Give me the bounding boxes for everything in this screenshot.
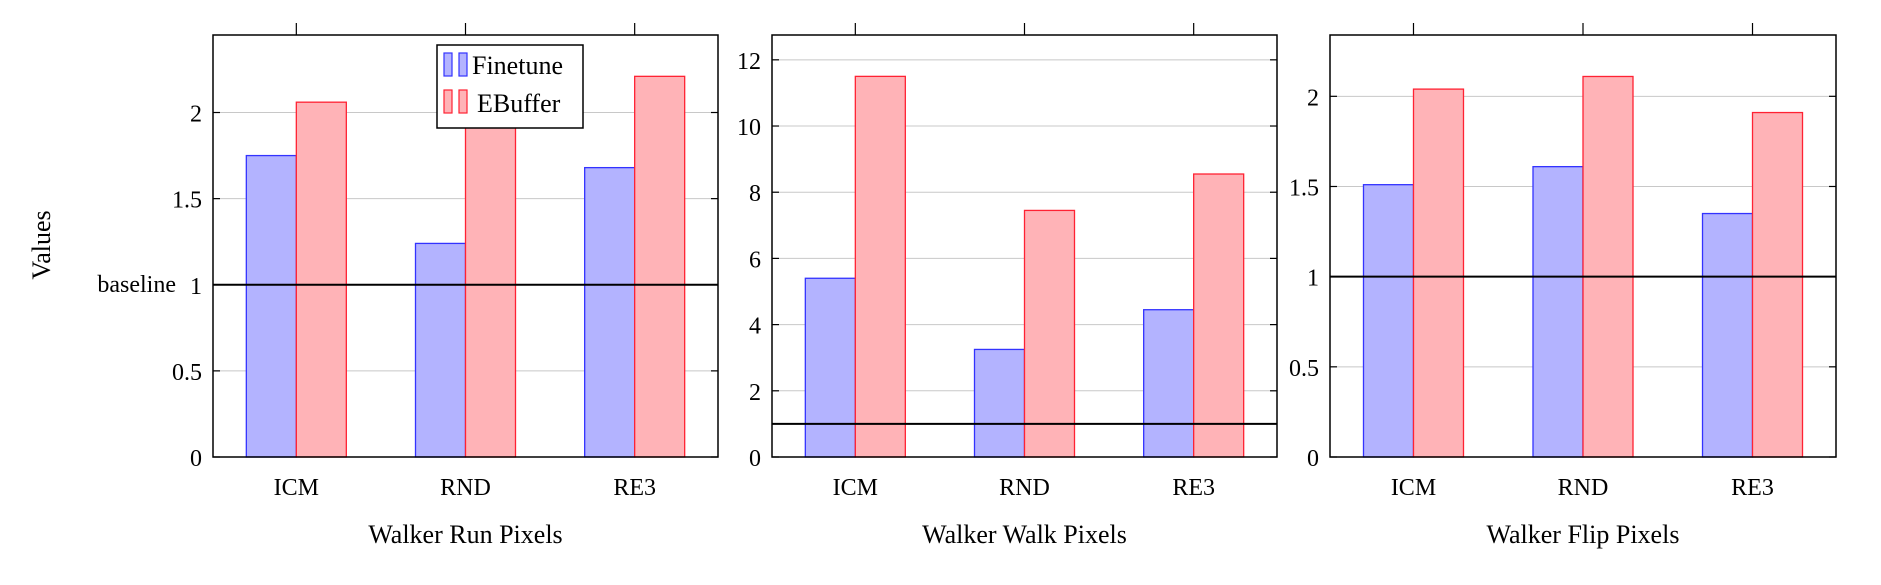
x-tick-label-icm: ICM xyxy=(833,475,878,501)
baseline-label: baseline xyxy=(97,272,176,298)
legend: Finetune EBuffer xyxy=(436,44,584,129)
chart-panels: ICM RND RE3 0 0.5 1 1.5 2 Walker Run Pixels ICM RN… xyxy=(172,23,1837,549)
x-axis-title: Walker Walk Pixels xyxy=(922,520,1127,549)
x-tick-label-rnd: RND xyxy=(999,475,1050,501)
x-tick-label-rnd: RND xyxy=(440,475,491,501)
bar-finetune-icm xyxy=(245,154,297,458)
x-axis-title: Walker Flip Pixels xyxy=(1487,520,1680,549)
y-tick-label-6: 12 xyxy=(737,49,761,75)
chart-panel-3: ICM RND RE3 0 0.5 1 1.5 2 Walker Flip Pixels xyxy=(1289,23,1837,549)
y-tick-label-4: 2 xyxy=(1307,85,1319,111)
y-axis-title: Values xyxy=(27,210,56,279)
x-tick-label-rnd: RND xyxy=(1558,475,1609,501)
plot-frame xyxy=(1329,34,1837,458)
y-tick-label-1: 0.5 xyxy=(1289,356,1319,382)
y-tick-label-1: 2 xyxy=(749,380,761,406)
bar-finetune-re3 xyxy=(584,166,636,458)
x-tick-label-icm: ICM xyxy=(1391,475,1436,501)
legend-swatch-ebuffer-a xyxy=(443,89,453,114)
legend-swatch-finetune-b xyxy=(458,52,468,77)
plot-frame xyxy=(771,34,1278,458)
bar-ebuffer-icm xyxy=(854,75,906,458)
bar-ebuffer-re3 xyxy=(634,75,686,458)
bar-ebuffer-rnd xyxy=(1023,209,1076,458)
x-tick-label-re3: RE3 xyxy=(1731,475,1774,501)
x-tick-label-icm: ICM xyxy=(274,475,319,501)
y-tick-label-2: 1 xyxy=(190,274,202,300)
legend-label-finetune: Finetune xyxy=(472,51,563,80)
legend-label-ebuffer: EBuffer xyxy=(477,89,561,118)
bar-finetune-rnd xyxy=(414,242,467,458)
bar-finetune-icm xyxy=(804,277,856,458)
y-tick-label-3: 1.5 xyxy=(172,188,202,214)
y-tick-label-0: 0 xyxy=(1307,446,1319,472)
legend-swatch-finetune-a xyxy=(443,52,453,77)
legend-swatch-ebuffer-b xyxy=(458,89,468,114)
x-tick-label-re3: RE3 xyxy=(613,475,656,501)
y-tick-label-1: 0.5 xyxy=(172,360,202,386)
chart-panel-1: ICM RND RE3 0 0.5 1 1.5 2 Walker Run Pixels xyxy=(172,23,719,549)
bar-ebuffer-re3 xyxy=(1193,173,1245,458)
y-tick-label-2: 4 xyxy=(749,314,761,340)
bar-finetune-re3 xyxy=(1143,309,1195,458)
y-tick-label-2: 1 xyxy=(1307,266,1319,292)
chart-panel-2: ICM RND RE3 0 2 4 6 8 10 12 Walker Walk Pixels xyxy=(737,23,1278,549)
y-tick-label-0: 0 xyxy=(749,446,761,472)
x-axis-title: Walker Run Pixels xyxy=(368,520,562,549)
y-tick-label-5: 10 xyxy=(737,115,761,141)
bar-finetune-rnd xyxy=(973,348,1026,458)
bar-ebuffer-icm xyxy=(1412,88,1465,458)
x-tick-label-re3: RE3 xyxy=(1172,475,1215,501)
bar-ebuffer-rnd xyxy=(1582,75,1634,458)
bar-finetune-re3 xyxy=(1701,212,1754,458)
y-tick-label-4: 2 xyxy=(190,102,202,128)
plot-frame xyxy=(212,34,719,458)
bar-finetune-icm xyxy=(1362,184,1415,458)
y-tick-label-3: 1.5 xyxy=(1289,175,1319,201)
bar-ebuffer-rnd xyxy=(464,115,517,458)
y-tick-label-0: 0 xyxy=(190,446,202,472)
bar-ebuffer-icm xyxy=(295,101,347,458)
bar-ebuffer-re3 xyxy=(1751,111,1804,458)
bar-finetune-rnd xyxy=(1532,165,1584,458)
y-tick-label-3: 6 xyxy=(749,247,761,273)
y-tick-label-4: 8 xyxy=(749,181,761,207)
